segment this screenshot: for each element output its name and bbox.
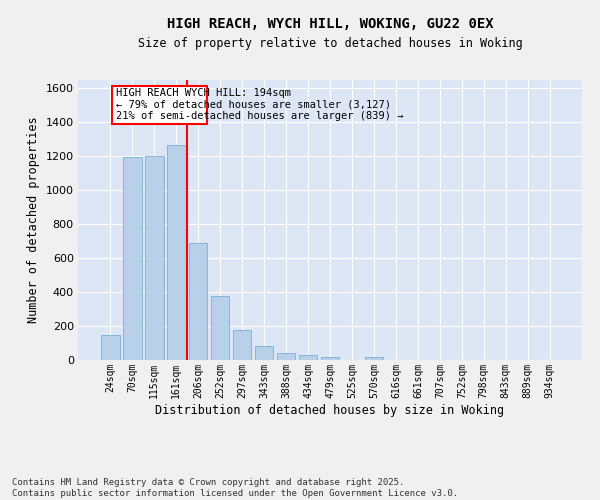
X-axis label: Distribution of detached houses by size in Woking: Distribution of detached houses by size … [155, 404, 505, 416]
Bar [211, 296, 229, 360]
Text: Contains HM Land Registry data © Crown copyright and database right 2025.
Contai: Contains HM Land Registry data © Crown c… [12, 478, 458, 498]
Text: HIGH REACH WYCH HILL: 194sqm: HIGH REACH WYCH HILL: 194sqm [116, 88, 291, 99]
Bar [167, 146, 185, 360]
Bar [299, 355, 317, 360]
Text: ← 79% of detached houses are smaller (3,127): ← 79% of detached houses are smaller (3,… [116, 100, 391, 110]
Text: Size of property relative to detached houses in Woking: Size of property relative to detached ho… [137, 38, 523, 51]
Text: HIGH REACH, WYCH HILL, WOKING, GU22 0EX: HIGH REACH, WYCH HILL, WOKING, GU22 0EX [167, 18, 493, 32]
Bar [255, 346, 274, 360]
Bar [365, 356, 383, 360]
Text: 21% of semi-detached houses are larger (839) →: 21% of semi-detached houses are larger (… [116, 110, 403, 120]
Bar [320, 356, 340, 360]
Bar [277, 353, 295, 360]
Y-axis label: Number of detached properties: Number of detached properties [27, 116, 40, 324]
FancyBboxPatch shape [112, 86, 207, 124]
Bar [123, 157, 142, 360]
Bar [189, 243, 208, 360]
Bar [145, 156, 164, 360]
Bar [101, 335, 119, 360]
Bar [233, 330, 251, 360]
